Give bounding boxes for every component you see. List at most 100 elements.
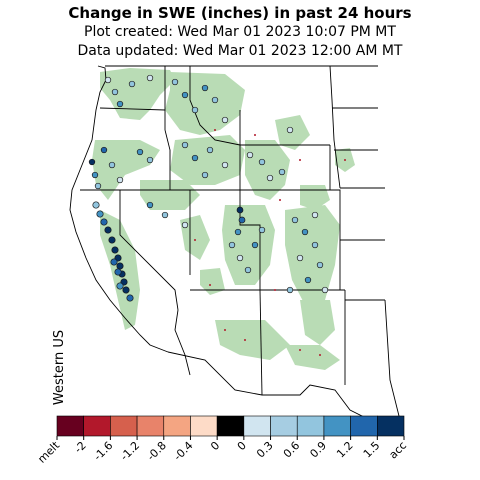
- station-marker[interactable]: [104, 226, 112, 234]
- station-marker[interactable]: [126, 294, 134, 302]
- melt-dot: [209, 284, 211, 286]
- station-marker[interactable]: [251, 241, 259, 249]
- coastline-outline: [69, 65, 169, 353]
- station-marker[interactable]: [181, 91, 189, 99]
- station-marker[interactable]: [100, 146, 108, 154]
- station-marker[interactable]: [146, 74, 154, 82]
- station-marker[interactable]: [228, 241, 236, 249]
- station-marker[interactable]: [108, 161, 116, 169]
- station-marker[interactable]: [244, 266, 252, 274]
- melt-dot: [274, 289, 276, 291]
- snow-region-blue-mtn: [140, 180, 200, 210]
- station-marker[interactable]: [321, 286, 329, 294]
- station-marker[interactable]: [161, 211, 169, 219]
- colorbar-tick-label: -1.6: [91, 439, 115, 463]
- station-marker[interactable]: [311, 211, 319, 219]
- station-marker[interactable]: [191, 154, 199, 162]
- snow-region-co-nm: [300, 300, 335, 345]
- station-marker[interactable]: [236, 254, 244, 262]
- station-marker[interactable]: [266, 174, 274, 182]
- station-marker[interactable]: [246, 151, 254, 159]
- station-marker[interactable]: [191, 106, 199, 114]
- snow-region-utah: [222, 205, 275, 285]
- snow-region-idaho: [170, 135, 245, 185]
- station-marker[interactable]: [286, 126, 294, 134]
- station-marker[interactable]: [201, 84, 209, 92]
- state-borders: [69, 65, 401, 421]
- station-marker[interactable]: [258, 226, 266, 234]
- station-marker[interactable]: [96, 210, 104, 218]
- station-marker[interactable]: [201, 171, 209, 179]
- station-marker[interactable]: [301, 228, 309, 236]
- colorbar-ticks: melt -2 -1.6 -1.2 -0.8 -0.4 0 0 0.3 0.6 0.9 1.2 1.5 a…: [35, 436, 409, 466]
- station-marker[interactable]: [146, 156, 154, 164]
- station-marker[interactable]: [108, 236, 116, 244]
- station-marker[interactable]: [94, 182, 102, 190]
- station-marker[interactable]: [238, 216, 246, 224]
- station-marker[interactable]: [111, 88, 119, 96]
- melt-dot: [344, 159, 346, 161]
- snow-region-bighorns: [275, 115, 310, 150]
- melt-dot: [319, 354, 321, 356]
- colorbar-tick-label: 0.6: [281, 439, 303, 461]
- colorbar-cell: [190, 415, 218, 437]
- station-marker[interactable]: [181, 141, 189, 149]
- station-marker[interactable]: [116, 176, 124, 184]
- station-marker[interactable]: [291, 216, 299, 224]
- station-marker[interactable]: [304, 276, 312, 284]
- colorbar-tick-label: -0.4: [171, 439, 195, 463]
- station-marker[interactable]: [116, 100, 124, 108]
- station-marker[interactable]: [221, 116, 229, 124]
- station-markers[interactable]: [88, 74, 329, 302]
- station-marker[interactable]: [92, 201, 100, 209]
- station-marker[interactable]: [316, 261, 324, 269]
- station-marker[interactable]: [278, 168, 286, 176]
- station-marker[interactable]: [91, 171, 99, 179]
- border-east-dakotas: [329, 65, 341, 189]
- title-block: Change in SWE (inches) in past 24 hours …: [0, 4, 480, 61]
- snow-cover-layer: [92, 68, 355, 370]
- station-marker[interactable]: [128, 80, 136, 88]
- station-marker[interactable]: [100, 218, 108, 226]
- melt-dot: [194, 239, 196, 241]
- station-marker[interactable]: [104, 76, 112, 84]
- station-marker[interactable]: [181, 221, 189, 229]
- snow-region-cascades-wa: [100, 68, 175, 120]
- station-marker[interactable]: [311, 241, 319, 249]
- colorbar-tick-label: acc: [387, 439, 410, 462]
- melt-dot: [299, 159, 301, 161]
- station-marker[interactable]: [258, 158, 266, 166]
- station-marker[interactable]: [286, 286, 294, 294]
- colorbar-cell: [323, 415, 351, 437]
- melt-dot: [214, 129, 216, 131]
- melt-dot: [224, 329, 226, 331]
- border-mexico: [167, 351, 400, 421]
- snow-region-nevada-south: [200, 268, 225, 295]
- station-marker[interactable]: [110, 258, 118, 266]
- station-marker[interactable]: [136, 148, 144, 156]
- station-marker[interactable]: [296, 254, 304, 262]
- station-marker[interactable]: [171, 78, 179, 86]
- border-az-ca: [174, 309, 191, 376]
- station-marker[interactable]: [221, 161, 229, 169]
- station-marker[interactable]: [234, 228, 242, 236]
- station-marker[interactable]: [236, 206, 244, 214]
- snow-region-colorado: [285, 205, 340, 305]
- border-ca-nv: [119, 190, 179, 311]
- colorbar-tick-label: 1.5: [361, 439, 383, 461]
- colorbar-cell: [377, 415, 405, 437]
- station-marker[interactable]: [88, 158, 96, 166]
- snow-region-oregon-cascades: [92, 140, 160, 200]
- station-marker[interactable]: [122, 286, 130, 294]
- station-marker[interactable]: [116, 282, 124, 290]
- colorbar-cell: [56, 415, 84, 437]
- station-marker[interactable]: [211, 96, 219, 104]
- colorbar-tick-label: melt: [35, 438, 62, 465]
- station-marker[interactable]: [206, 146, 214, 154]
- station-marker[interactable]: [111, 246, 119, 254]
- colorbar-cell: [136, 415, 165, 437]
- station-marker[interactable]: [114, 268, 122, 276]
- station-marker[interactable]: [146, 201, 154, 209]
